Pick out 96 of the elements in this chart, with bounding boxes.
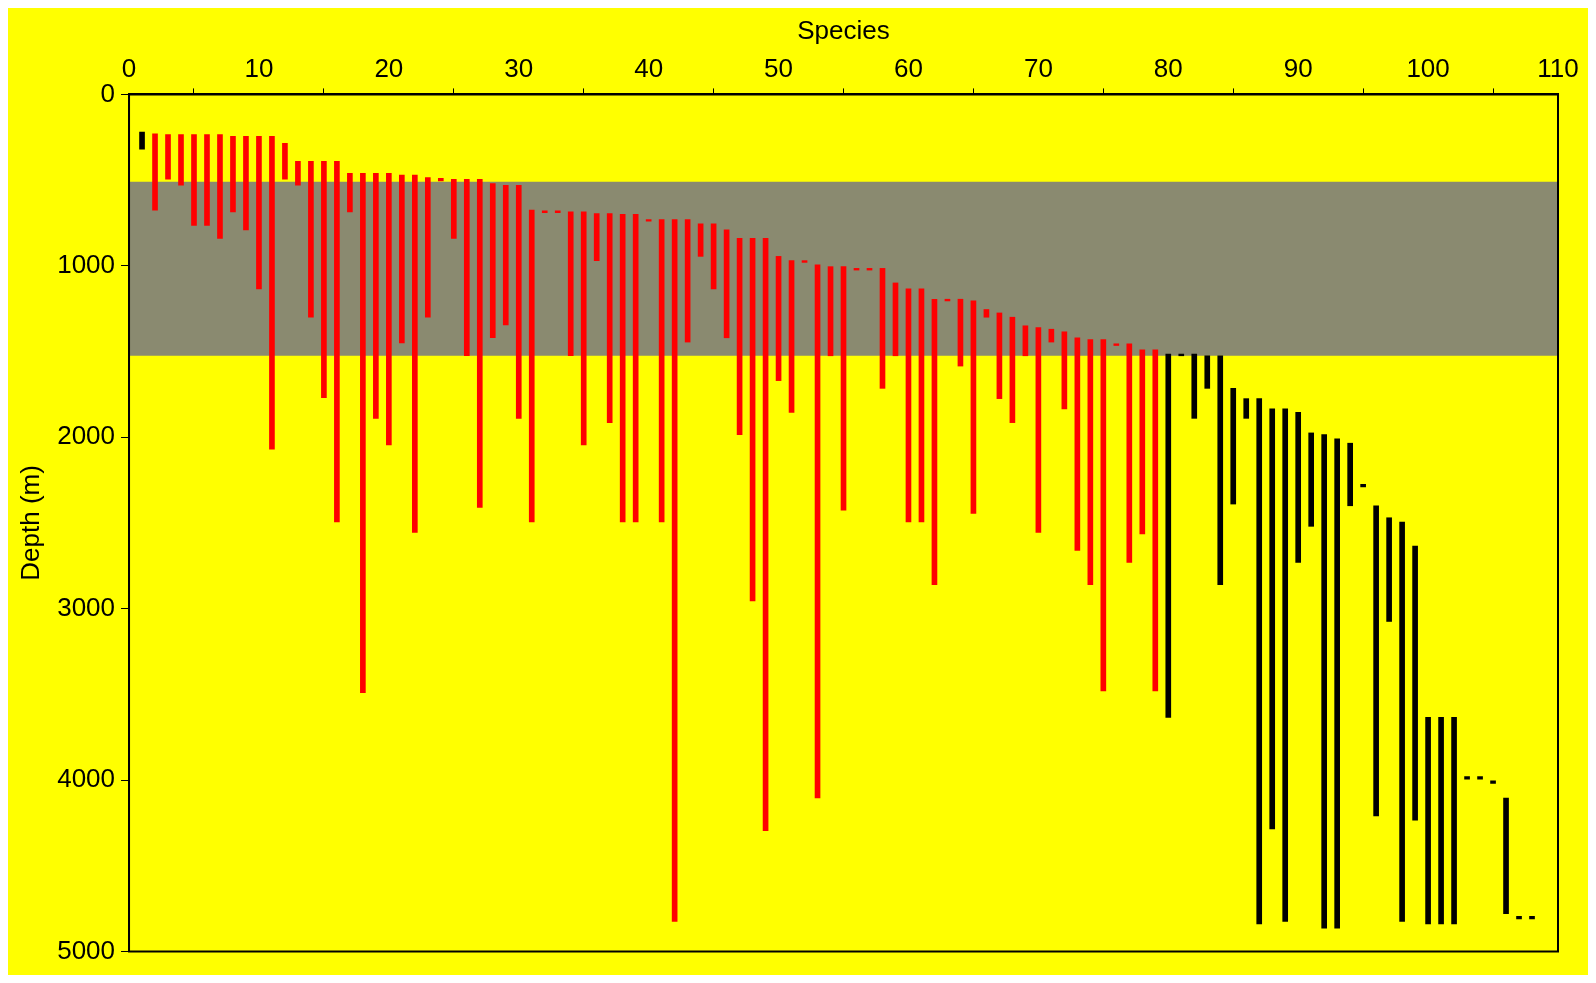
bar bbox=[412, 174, 418, 533]
bar bbox=[347, 172, 353, 213]
x-axis-title: Species bbox=[797, 14, 890, 45]
bar bbox=[1438, 717, 1444, 925]
bar bbox=[632, 214, 639, 523]
bar bbox=[1334, 438, 1340, 929]
bar bbox=[645, 219, 652, 222]
x-tick-label: 30 bbox=[504, 52, 534, 83]
bar bbox=[450, 178, 457, 239]
bar bbox=[801, 260, 808, 263]
x-tick-label: 70 bbox=[1023, 52, 1053, 83]
bar bbox=[619, 214, 626, 523]
x-tick-label: 40 bbox=[634, 52, 664, 83]
y-tick-label: 3000 bbox=[57, 591, 116, 622]
bar bbox=[1308, 432, 1315, 527]
bar bbox=[1477, 776, 1483, 780]
bar bbox=[308, 160, 314, 318]
bar bbox=[1399, 521, 1405, 922]
bar bbox=[567, 211, 574, 357]
bar bbox=[983, 309, 990, 318]
bar bbox=[1256, 398, 1263, 925]
bar bbox=[1425, 717, 1431, 925]
bar bbox=[1126, 343, 1133, 563]
bar bbox=[437, 178, 444, 182]
bar bbox=[1321, 434, 1327, 929]
bar bbox=[399, 174, 405, 344]
bar bbox=[1386, 517, 1392, 622]
bar bbox=[1230, 388, 1237, 505]
bar bbox=[243, 136, 249, 231]
bar bbox=[1503, 797, 1509, 915]
y-tick-label: 4000 bbox=[57, 763, 116, 794]
x-tick-label: 80 bbox=[1153, 52, 1183, 83]
bar bbox=[1451, 717, 1457, 925]
bar bbox=[580, 211, 587, 446]
bar bbox=[1217, 355, 1224, 585]
bar bbox=[502, 184, 509, 326]
x-tick-label: 110 bbox=[1537, 52, 1579, 83]
x-tick-label: 20 bbox=[374, 52, 404, 83]
bar bbox=[1152, 349, 1159, 692]
bar bbox=[1529, 915, 1535, 920]
bar bbox=[554, 210, 561, 213]
x-tick-label: 60 bbox=[894, 52, 923, 83]
bar bbox=[1269, 408, 1276, 830]
bar bbox=[217, 134, 223, 239]
y-axis-title: Depth (m) bbox=[14, 465, 45, 581]
x-tick-label: 90 bbox=[1283, 52, 1313, 83]
bar bbox=[165, 134, 171, 180]
bar bbox=[1360, 484, 1366, 488]
x-tick-label: 100 bbox=[1406, 52, 1450, 83]
bar bbox=[1412, 545, 1418, 821]
bar bbox=[424, 177, 431, 318]
bar bbox=[321, 160, 327, 399]
bar bbox=[1113, 343, 1120, 346]
bar bbox=[360, 172, 366, 693]
bar bbox=[334, 160, 340, 523]
bar bbox=[204, 134, 210, 226]
bar bbox=[593, 213, 600, 261]
y-tick-label: 0 bbox=[100, 77, 116, 108]
bar bbox=[1464, 776, 1470, 780]
bar bbox=[1295, 412, 1302, 563]
y-tick-label: 5000 bbox=[57, 934, 116, 965]
bar bbox=[1139, 349, 1146, 535]
y-tick-label: 1000 bbox=[57, 248, 116, 279]
bar bbox=[230, 136, 236, 213]
bar bbox=[256, 136, 262, 290]
bar bbox=[1165, 353, 1172, 718]
bar bbox=[373, 172, 379, 419]
bar bbox=[697, 223, 704, 257]
bar bbox=[1516, 915, 1522, 920]
bar bbox=[386, 172, 392, 446]
bar bbox=[1178, 353, 1185, 357]
bar bbox=[528, 209, 535, 523]
y-tick-label: 2000 bbox=[57, 420, 116, 451]
bar bbox=[463, 178, 470, 357]
bar bbox=[1347, 442, 1353, 507]
bar bbox=[606, 213, 613, 423]
bar bbox=[1204, 355, 1211, 389]
bar bbox=[191, 134, 197, 226]
bar bbox=[1282, 408, 1289, 922]
bar bbox=[515, 184, 522, 419]
bar bbox=[139, 131, 145, 150]
bar bbox=[178, 134, 184, 186]
bar bbox=[476, 178, 483, 508]
bar bbox=[1243, 398, 1250, 419]
x-tick-label: 50 bbox=[764, 52, 794, 83]
bar bbox=[1373, 505, 1379, 817]
x-tick-label: 10 bbox=[244, 52, 274, 83]
bar bbox=[1191, 353, 1198, 419]
x-tick-label: 0 bbox=[121, 52, 137, 83]
bar bbox=[541, 210, 548, 213]
bar bbox=[489, 183, 496, 339]
bar bbox=[152, 133, 158, 211]
bar bbox=[1490, 780, 1496, 784]
bar bbox=[269, 136, 275, 450]
bar bbox=[282, 142, 288, 180]
bar bbox=[295, 160, 301, 186]
